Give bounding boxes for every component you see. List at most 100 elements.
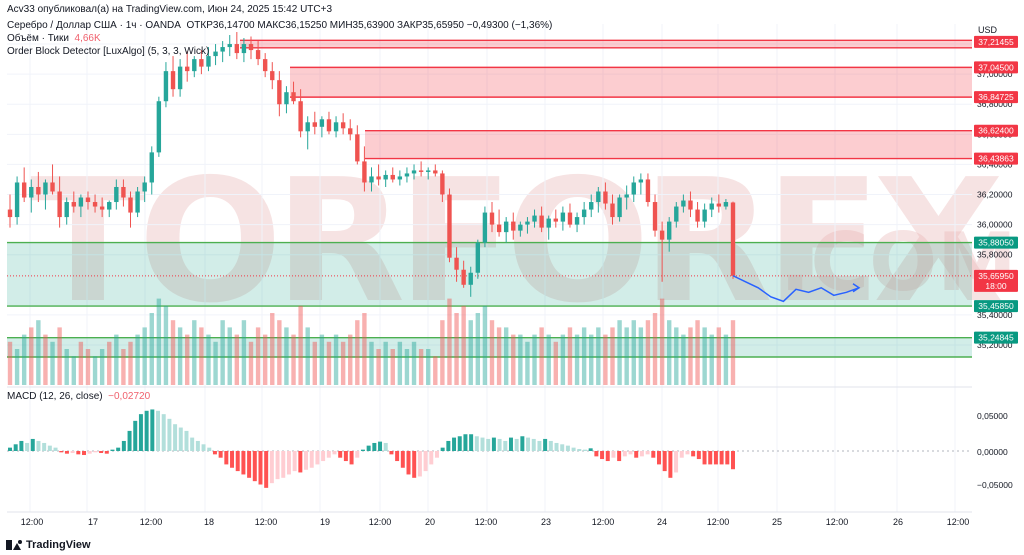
brand-name: TradingView — [26, 539, 91, 551]
time-tick-label: 25 — [772, 517, 782, 527]
candle-body — [695, 209, 700, 222]
axes: USD37,2000037,0000036,8000036,6000036,40… — [7, 25, 1018, 527]
candle-body — [638, 179, 644, 183]
volume-bar — [36, 320, 41, 385]
candle-body — [589, 202, 594, 210]
volume-bar — [617, 320, 622, 385]
macd-bar — [349, 451, 354, 465]
price-tick-label: 36,80000 — [977, 99, 1013, 109]
macd-bar — [725, 451, 730, 465]
macd-bar — [332, 451, 337, 455]
volume-bar — [447, 298, 452, 385]
macd-bar — [713, 451, 718, 465]
macd-bar — [36, 440, 41, 451]
candle-body — [603, 191, 608, 204]
macd-bar — [184, 430, 189, 451]
volume-bar — [128, 341, 133, 385]
volume-bar — [199, 327, 204, 385]
macd-bar — [360, 449, 365, 451]
candle-body — [390, 174, 395, 180]
indicator-legend[interactable]: Order Block Detector [LuxAlgo] (5, 3, 3,… — [7, 46, 210, 57]
price-level-badge — [974, 300, 1018, 313]
volume-bar — [560, 334, 566, 385]
macd-bar — [685, 451, 690, 455]
macd-bar — [116, 447, 121, 451]
price-tick-label: 36,20000 — [977, 190, 1013, 200]
macd-bar — [338, 451, 343, 458]
tradingview-brand[interactable]: TradingView — [6, 539, 91, 551]
bullish-order-block — [7, 337, 972, 357]
candle-body — [291, 92, 296, 102]
macd-bar — [594, 451, 599, 457]
symbol-name[interactable]: Серебро / Доллар США · 1ч · OANDA — [7, 20, 181, 31]
macd-bar — [241, 451, 246, 475]
macd-bar — [605, 451, 610, 462]
macd-bar — [503, 440, 508, 451]
macd-bar — [59, 451, 64, 453]
volume-bar — [206, 334, 211, 385]
candle-body — [192, 59, 197, 72]
time-tick-label: 24 — [657, 517, 667, 527]
macd-bar — [133, 420, 138, 451]
price-level-label: 35,88050 — [978, 238, 1014, 248]
macd-bar — [656, 451, 661, 465]
candle-body — [7, 209, 13, 218]
macd-histogram — [7, 409, 972, 488]
macd-bar — [526, 437, 531, 451]
candle-body — [426, 170, 431, 172]
volume-bar — [149, 313, 154, 385]
price-level-badge — [974, 35, 1018, 48]
macd-bar — [400, 451, 405, 468]
volume-bar — [503, 327, 509, 385]
time-tick-label: 26 — [893, 517, 903, 527]
time-tick-label: 23 — [541, 517, 551, 527]
volume-bar — [255, 327, 261, 385]
macd-bar — [87, 451, 92, 454]
price-tick-label: 37,00000 — [977, 69, 1013, 79]
volume-bar — [348, 334, 353, 385]
macd-bar — [560, 444, 565, 451]
candle-body — [652, 202, 658, 231]
volume-bar — [539, 327, 544, 385]
macd-bar — [144, 410, 149, 451]
candle-body — [248, 44, 254, 51]
volume-legend[interactable]: Объём · Тики 4,66K — [7, 33, 101, 45]
macd-bar — [651, 451, 656, 458]
candle-body — [688, 200, 693, 210]
candle-body — [674, 206, 679, 222]
macd-bar — [474, 436, 479, 451]
volume-value: 4,66K — [74, 33, 101, 44]
macd-bar — [457, 436, 462, 451]
price-level-badge — [974, 331, 1018, 344]
candle-body — [92, 202, 98, 207]
macd-bar — [104, 451, 109, 454]
volume-bar — [574, 334, 580, 385]
volume-bar — [64, 349, 69, 385]
macd-bar — [372, 442, 377, 451]
time-tick-label: 12:00 — [826, 517, 849, 527]
macd-legend[interactable]: MACD (12, 26, close) −0,02720 — [7, 391, 150, 403]
time-tick-label: 12:00 — [947, 517, 970, 527]
price-level-label: 35,24845 — [978, 333, 1014, 343]
volume-bar — [71, 356, 76, 385]
last-price-label: 35,65950 — [978, 271, 1014, 281]
volume-bar — [312, 341, 317, 385]
macd-bar — [230, 451, 235, 468]
volume-bar — [284, 327, 289, 385]
price-level-badge — [974, 236, 1018, 249]
candle-body — [170, 71, 176, 90]
price-level-label: 37,21455 — [978, 37, 1014, 47]
candle-body — [659, 230, 665, 240]
candle-body — [730, 202, 736, 276]
macd-bar — [247, 451, 252, 478]
candle-body — [617, 197, 622, 218]
volume-bar — [511, 334, 516, 385]
volume-bar — [213, 341, 218, 385]
bearish-order-block — [240, 40, 972, 48]
macd-bar — [178, 427, 183, 451]
macd-bar — [47, 445, 52, 451]
macd-bar — [582, 449, 587, 451]
candle-body — [631, 182, 636, 195]
volume-bar — [581, 327, 587, 385]
